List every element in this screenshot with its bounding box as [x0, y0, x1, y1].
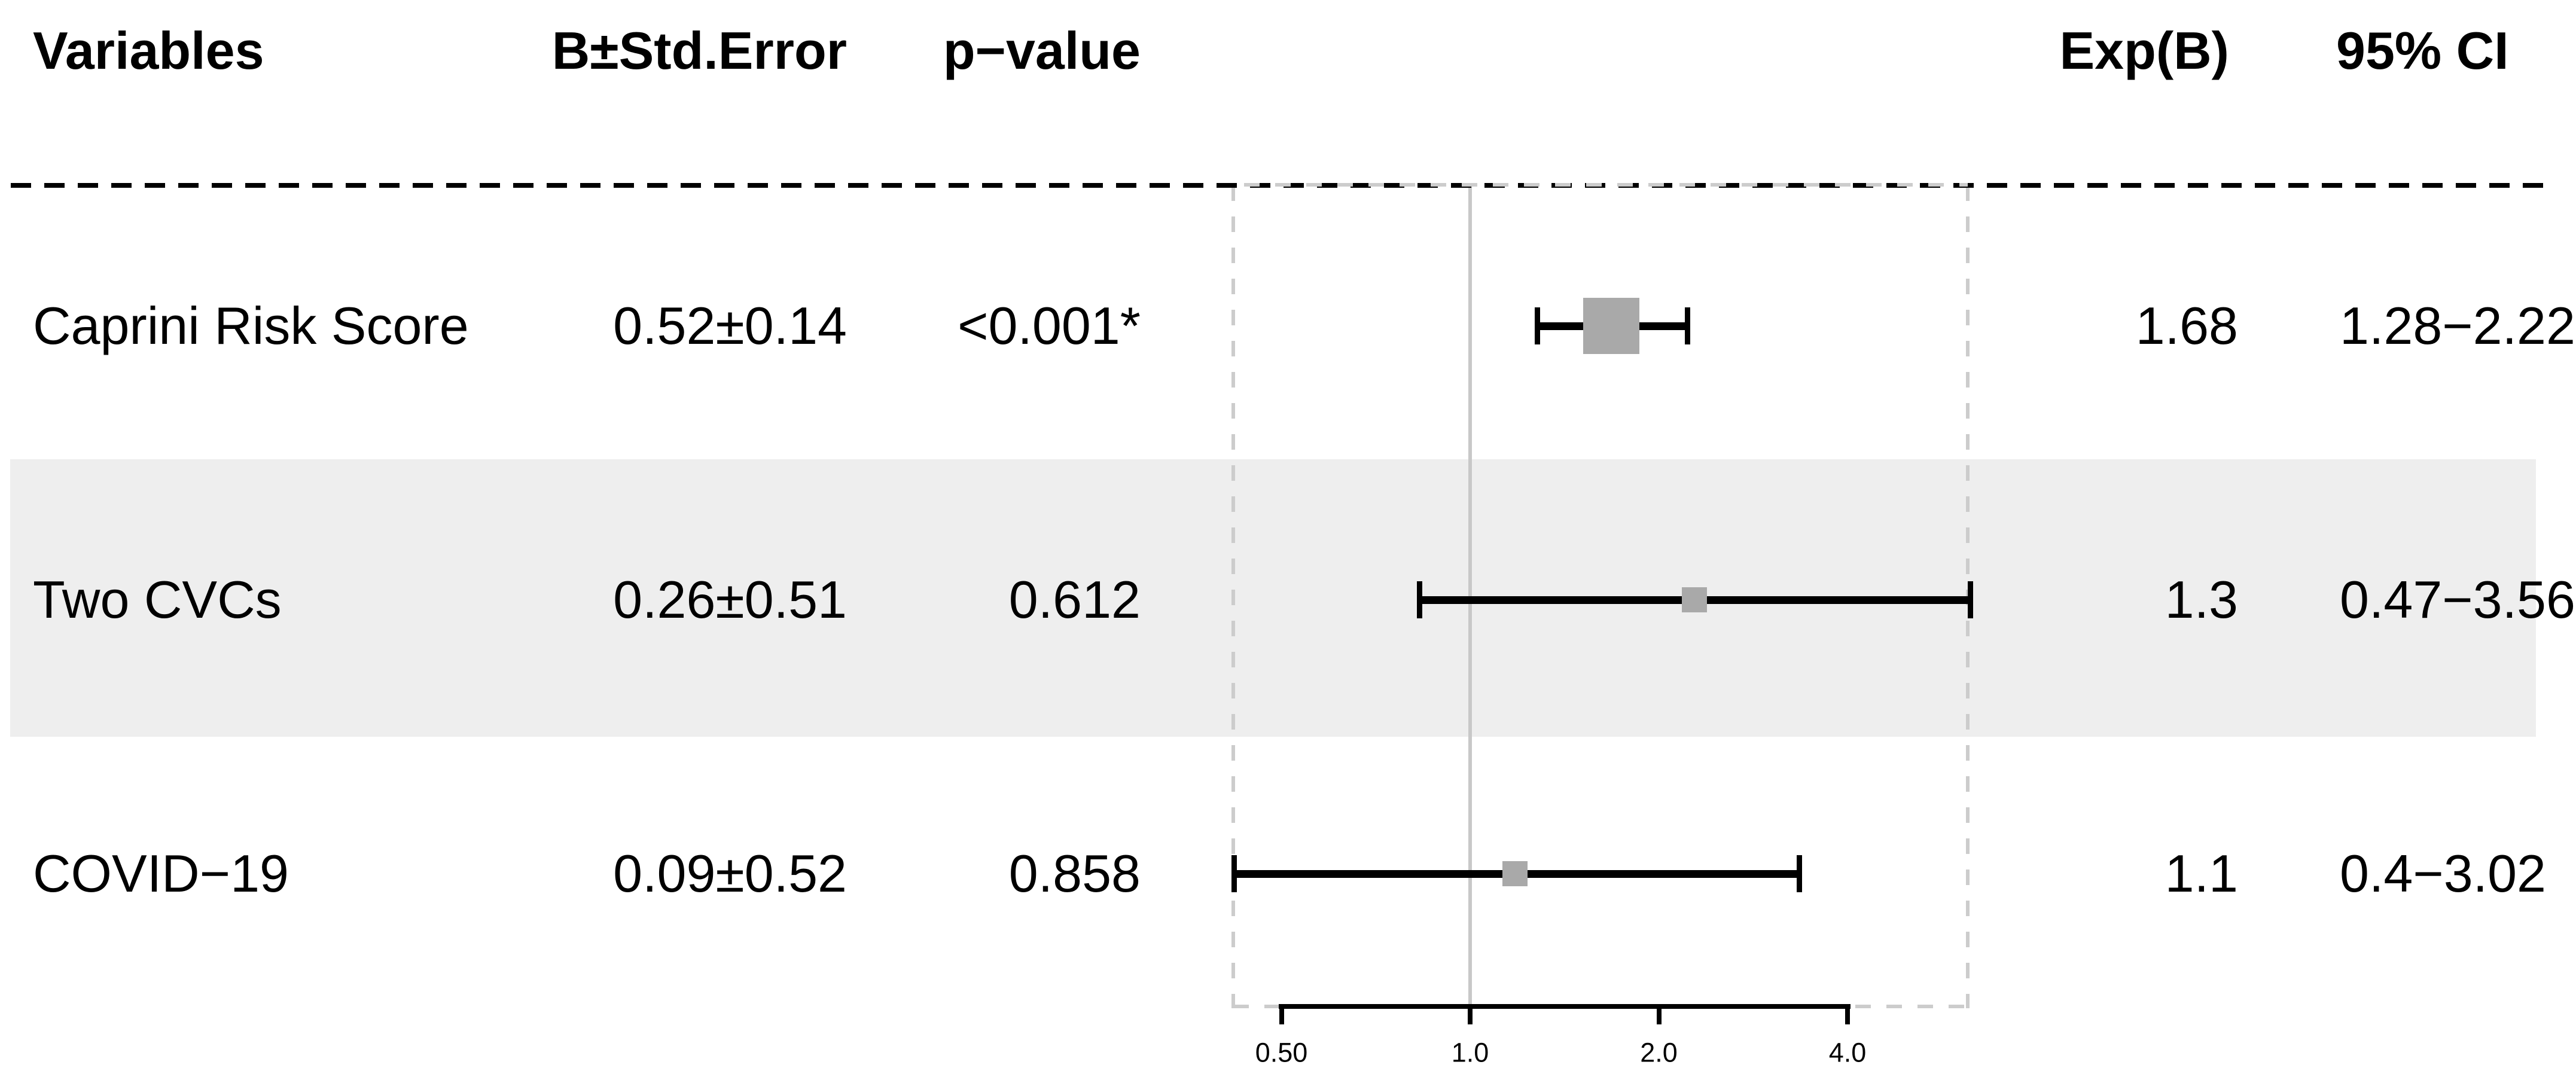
column-header-exp-b: Exp(B): [2059, 21, 2229, 80]
row-exp-b: 1.1: [2165, 844, 2238, 903]
x-axis-tick-label: 0.50: [1255, 1037, 1308, 1068]
or-marker: [1583, 298, 1640, 354]
ci-cap-left: [1417, 581, 1423, 618]
row-b-std-error: 0.09±0.52: [613, 844, 847, 903]
row-highlight-band: [10, 459, 2536, 737]
x-axis-tick-label: 4.0: [1828, 1037, 1867, 1068]
column-header-variables: Variables: [33, 21, 264, 80]
x-axis-tick-label: 1.0: [1451, 1037, 1489, 1068]
row-95-ci: 0.4−3.02: [2340, 844, 2546, 903]
row-variable-label: COVID−19: [33, 844, 289, 903]
or-marker: [1682, 587, 1708, 612]
x-axis-tick: [1468, 1006, 1473, 1024]
ci-cap-right: [1685, 307, 1690, 344]
row-exp-b: 1.3: [2165, 570, 2238, 629]
ci-cap-left: [1231, 855, 1237, 892]
row-95-ci: 0.47−3.56: [2340, 570, 2575, 629]
row-b-std-error: 0.26±0.51: [613, 570, 847, 629]
ci-cap-left: [1535, 307, 1541, 344]
column-header-p-value: p−value: [943, 21, 1141, 80]
x-axis-tick: [1845, 1006, 1850, 1024]
ci-cap-right: [1968, 581, 1974, 618]
row-exp-b: 1.68: [2135, 296, 2238, 355]
column-header-95-ci: 95% CI: [2336, 21, 2509, 80]
x-axis-tick-label: 2.0: [1640, 1037, 1678, 1068]
column-header-b-std-error: B±Std.Error: [551, 21, 847, 80]
row-variable-label: Caprini Risk Score: [33, 296, 469, 355]
panel-border-left: [1231, 185, 1235, 1008]
panel-border-top: [1233, 183, 1968, 187]
ci-cap-right: [1797, 855, 1803, 892]
row-p-value: <0.001*: [958, 296, 1141, 355]
row-b-std-error: 0.52±0.14: [613, 296, 847, 355]
x-axis-line: [1279, 1004, 1851, 1009]
row-95-ci: 1.28−2.22: [2340, 296, 2575, 355]
x-axis-tick: [1279, 1006, 1284, 1024]
row-p-value: 0.612: [1008, 570, 1141, 629]
row-variable-label: Two CVCs: [33, 570, 282, 629]
x-axis-tick: [1656, 1006, 1662, 1024]
or-marker: [1502, 861, 1528, 886]
row-p-value: 0.858: [1008, 844, 1141, 903]
